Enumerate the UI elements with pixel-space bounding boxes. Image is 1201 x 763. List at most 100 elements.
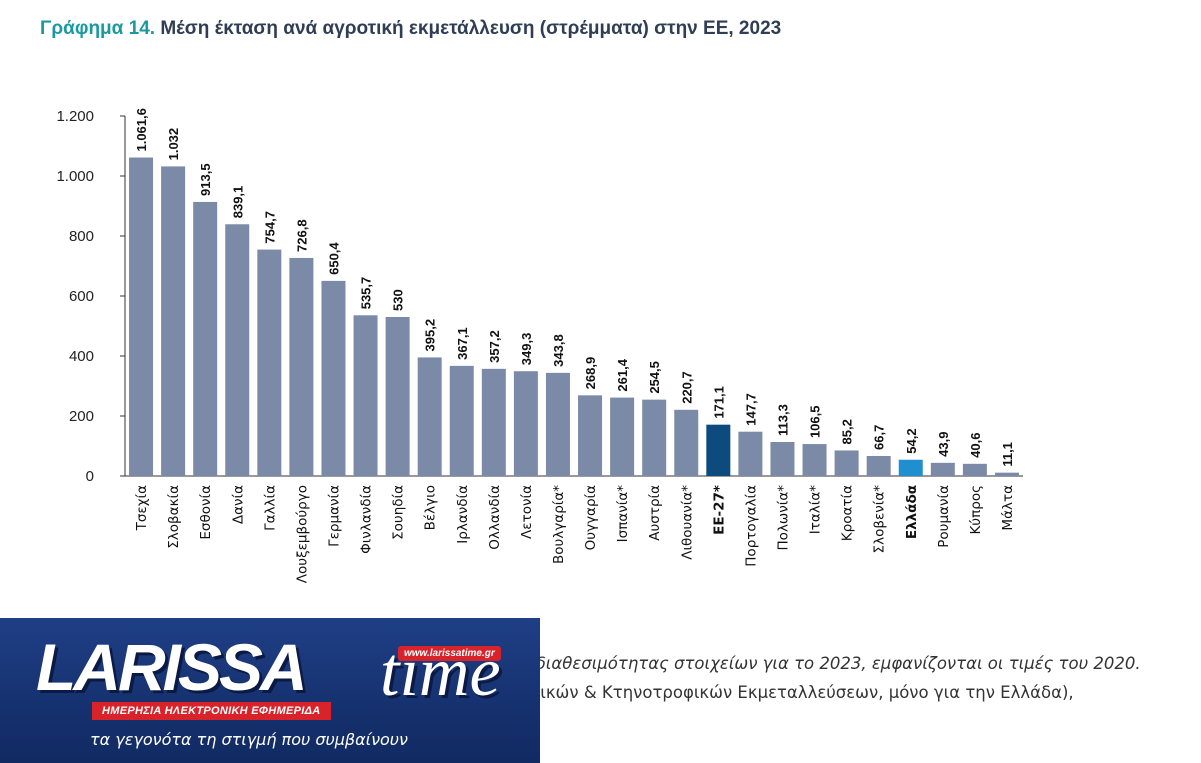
bar — [898, 459, 923, 476]
bar — [994, 472, 1019, 476]
x-tick-label: Ολλανδία — [487, 485, 503, 550]
y-tick-label: 800 — [69, 228, 94, 245]
data-label: 1.061,6 — [134, 108, 149, 151]
data-label: 650,4 — [326, 242, 341, 275]
data-label: 268,9 — [583, 357, 598, 390]
bar — [610, 397, 635, 476]
chart-title: Γράφημα 14. Μέση έκταση ανά αγροτική εκμ… — [40, 18, 781, 40]
bar — [417, 357, 442, 476]
data-label: 343,8 — [551, 334, 566, 367]
x-tick-label: Σουηδία — [391, 485, 407, 540]
x-tick-label: Φινλανδία — [359, 485, 375, 554]
bar — [962, 463, 987, 476]
x-tick-label: Πολωνία* — [775, 485, 791, 551]
data-label: 43,9 — [936, 432, 951, 457]
logo-url[interactable]: www.larissatime.gr — [398, 646, 501, 661]
data-label: 913,5 — [198, 163, 213, 196]
data-label: 40,6 — [968, 433, 983, 458]
y-tick-label: 200 — [69, 408, 94, 425]
x-tick-label: Ρουμανία — [936, 485, 952, 548]
chart-title-text: Μέση έκταση ανά αγροτική εκμετάλλευση (σ… — [160, 18, 782, 39]
bar — [129, 157, 154, 476]
data-label: 85,2 — [840, 419, 855, 444]
bar — [802, 444, 827, 476]
bar-chart: 0 200 400 600 800 1.000 1.200 1.061,6 Τσεχία 1.03… — [56, 108, 1023, 583]
y-tick-label: 1.200 — [56, 108, 94, 125]
data-label: 839,1 — [230, 186, 245, 219]
data-label: 395,2 — [423, 319, 438, 352]
data-label: 367,1 — [455, 327, 470, 360]
bar — [834, 450, 859, 476]
y-tick-label: 600 — [69, 288, 94, 305]
data-label: 357,2 — [487, 330, 502, 363]
x-tick-label: Λιθουανία* — [679, 485, 695, 560]
larissatime-banner[interactable]: LARISSA time www.larissatime.gr ΗΜΕΡΗΣΙΑ… — [0, 618, 540, 763]
data-label: 261,4 — [615, 358, 630, 391]
data-label: 171,1 — [711, 386, 726, 419]
bar — [930, 462, 955, 476]
x-tick-label: Πορτογαλία — [743, 485, 759, 567]
x-tick-label: Δανία — [230, 485, 246, 524]
x-tick-label: Ουγγαρία — [583, 485, 599, 550]
y-tick-label: 400 — [69, 348, 94, 365]
data-label: 106,5 — [808, 406, 823, 439]
data-label: 254,5 — [647, 361, 662, 394]
bar — [321, 280, 346, 476]
bar — [385, 317, 410, 476]
bar — [545, 372, 570, 476]
footnote-source: ργικών & Κτηνοτροφικών Εκμεταλλεύσεων, μ… — [520, 683, 1074, 702]
x-tick-label: Κροατία — [840, 485, 856, 541]
bar — [738, 431, 763, 476]
bar — [866, 455, 891, 476]
x-tick-label: Αυστρία — [647, 485, 663, 541]
bar — [642, 399, 667, 476]
bar — [257, 249, 282, 476]
x-tick-label: Σλοβενία* — [872, 485, 888, 554]
bar — [353, 315, 378, 476]
bar — [770, 442, 795, 476]
x-tick-label: Κύπρος — [968, 485, 984, 535]
data-label: 220,7 — [679, 371, 694, 404]
data-label: 11,1 — [1000, 442, 1015, 467]
bar — [193, 201, 218, 476]
bar — [674, 409, 699, 476]
bar — [481, 368, 506, 476]
x-tick-label: ΕΕ-27* — [711, 485, 727, 535]
x-tick-label: Ισπανία* — [615, 485, 631, 543]
data-label: 530 — [391, 289, 406, 311]
x-tick-label: Γαλλία — [262, 485, 278, 531]
data-label: 147,7 — [743, 393, 758, 426]
x-tick-label: Σλοβακία — [166, 485, 182, 549]
logo-strap: ΗΜΕΡΗΣΙΑ ΗΛΕΚΤΡΟΝΙΚΗ ΕΦΗΜΕΡΙΔΑ — [92, 702, 331, 720]
logo-tagline: τα γεγονότα τη στιγμή που συμβαίνουν — [90, 730, 408, 749]
data-label: 754,7 — [262, 211, 277, 244]
x-tick-label: Βουλγαρία* — [551, 485, 567, 564]
y-tick-label: 0 — [86, 468, 94, 485]
x-tick-label: Εσθονία — [198, 485, 214, 540]
x-tick-label: Ιταλία* — [808, 485, 824, 534]
x-tick-label: Μάλτα — [1000, 485, 1016, 531]
bar — [161, 166, 186, 476]
data-label: 113,3 — [775, 404, 790, 436]
data-label: 54,2 — [904, 428, 919, 453]
data-label: 349,3 — [519, 333, 534, 366]
bar — [513, 371, 538, 476]
footnote-availability: η διαθεσιμότητας στοιχείων για το 2023, … — [520, 654, 1141, 673]
logo-brand: LARISSA — [36, 630, 308, 704]
x-tick-label: Λετονία — [519, 485, 535, 539]
data-label: 726,8 — [294, 219, 309, 252]
bar — [289, 257, 314, 476]
data-label: 66,7 — [872, 425, 887, 450]
x-tick-label: Λουξεμβούργο — [294, 485, 310, 583]
data-label: 535,7 — [359, 277, 374, 310]
x-tick-label: Τσεχία — [134, 485, 150, 531]
x-tick-label: Βέλγιο — [423, 485, 439, 530]
data-label: 1.032 — [166, 128, 181, 161]
x-tick-label: Ελλάδα — [904, 485, 920, 539]
bar — [449, 365, 474, 476]
bar — [578, 395, 603, 476]
bar — [225, 224, 250, 476]
chart-title-label: Γράφημα 14. — [40, 18, 156, 39]
x-tick-label: Ιρλανδία — [455, 485, 471, 544]
y-tick-label: 1.000 — [56, 168, 94, 185]
